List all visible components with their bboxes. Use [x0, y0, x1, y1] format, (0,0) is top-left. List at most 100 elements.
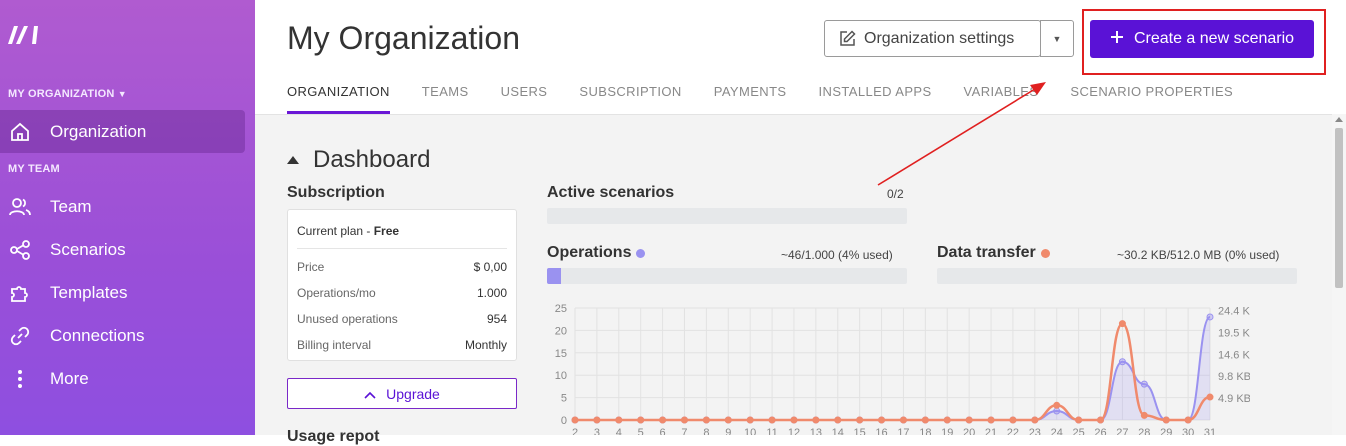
make-logo-icon[interactable]: [6, 22, 40, 48]
tab-users[interactable]: USERS: [500, 84, 548, 99]
sidebar-item-scenarios[interactable]: Scenarios: [0, 228, 245, 271]
x-tick-label: 22: [1007, 427, 1019, 435]
x-tick-label: 12: [788, 427, 800, 435]
divider: [297, 248, 507, 249]
tab-subscription[interactable]: SUBSCRIPTION: [579, 84, 682, 99]
data-transfer-point: [1009, 416, 1017, 424]
plan-row-unused-operations: Unused operations 954: [297, 312, 507, 326]
sidebar-item-connections[interactable]: Connections: [0, 314, 245, 357]
dashboard-toggle[interactable]: Dashboard: [287, 146, 430, 174]
scrollbar[interactable]: [1332, 114, 1346, 435]
team-section-label: MY TEAM: [8, 163, 60, 175]
x-tick-label: 23: [1029, 427, 1041, 435]
row-value: $ 0,00: [473, 260, 507, 274]
create-scenario-label: Create a new scenario: [1133, 30, 1295, 47]
tab-installed-apps[interactable]: INSTALLED APPS: [818, 84, 932, 99]
sidebar-item-more[interactable]: More: [0, 357, 245, 400]
create-scenario-button[interactable]: Create a new scenario: [1090, 20, 1314, 58]
data-transfer-point: [615, 416, 623, 424]
tab-organization[interactable]: ORGANIZATION: [287, 84, 390, 114]
data-transfer-point: [987, 416, 995, 424]
x-tick-label: 7: [681, 427, 687, 435]
operations-value: ~46/1.000 (4% used): [781, 248, 893, 262]
x-tick-label: 8: [703, 427, 709, 435]
x-tick-label: 29: [1160, 427, 1172, 435]
home-icon: [8, 120, 32, 144]
puzzle-icon: [8, 281, 32, 305]
link-icon: [8, 324, 32, 348]
operations-legend-dot: [636, 248, 646, 258]
data-transfer-point: [637, 416, 645, 424]
row-label: Operations/mo: [297, 286, 376, 300]
sidebar-item-label: Connections: [50, 325, 145, 345]
sidebar-item-templates[interactable]: Templates: [0, 271, 245, 314]
x-tick-label: 31: [1204, 427, 1216, 435]
data-transfer-point: [834, 416, 842, 424]
active-scenarios-label: Active scenarios: [547, 184, 675, 201]
data-transfer-label: Data transfer: [937, 244, 1036, 261]
tab-payments[interactable]: PAYMENTS: [713, 84, 787, 99]
y-tick-label-left: 0: [561, 415, 567, 427]
y-tick-label-left: 5: [561, 393, 567, 405]
settings-dropdown-button[interactable]: ▼: [1040, 20, 1074, 57]
main-panel: My Organization Organization settings ▼ …: [255, 0, 1346, 445]
data-transfer-point: [571, 416, 579, 424]
x-tick-label: 16: [875, 427, 887, 435]
usage-report-heading: Usage repot: [287, 428, 380, 445]
caret-down-icon: ▼: [1052, 33, 1062, 44]
active-scenarios-value: 0/2: [887, 187, 904, 201]
tab-scenario-properties[interactable]: SCENARIO PROPERTIES: [1070, 84, 1234, 99]
operations-point: [1053, 407, 1061, 415]
operations-point: [1118, 358, 1126, 366]
page-title: My Organization: [287, 20, 520, 56]
active-scenarios-bar: [547, 208, 907, 224]
x-tick-label: 4: [616, 427, 622, 435]
x-tick-label: 10: [744, 427, 756, 435]
x-tick-label: 2: [572, 427, 578, 435]
operations-bar: [547, 268, 907, 284]
scroll-up-icon[interactable]: [1335, 117, 1343, 122]
upgrade-button[interactable]: Upgrade: [287, 378, 517, 409]
row-label: Billing interval: [297, 338, 372, 352]
plan-row-operations: Operations/mo 1.000: [297, 286, 507, 300]
data-transfer-point: [856, 416, 864, 424]
data-transfer-point: [724, 416, 732, 424]
subscription-card: Current plan - Free Price $ 0,00 Operati…: [287, 209, 517, 361]
sidebar: MY ORGANIZATION ▼ Organization MY TEAM T…: [0, 0, 255, 435]
users-icon: [8, 195, 32, 219]
data-transfer-point: [768, 416, 776, 424]
row-value: 954: [486, 312, 507, 326]
scrollbar-thumb[interactable]: [1335, 128, 1343, 288]
org-section-label: MY ORGANIZATION: [8, 88, 115, 100]
data-transfer-point: [702, 416, 710, 424]
sidebar-item-organization[interactable]: Organization: [0, 110, 245, 153]
y-tick-label-right: 24.4 KB: [1218, 306, 1250, 318]
organization-settings-button[interactable]: Organization settings: [824, 20, 1041, 57]
sidebar-item-label: Team: [50, 196, 92, 216]
data-transfer-value: ~30.2 KB/512.0 MB (0% used): [1117, 248, 1280, 262]
organization-settings-label: Organization settings: [864, 29, 1015, 47]
data-transfer-point: [899, 416, 907, 424]
org-switcher[interactable]: MY ORGANIZATION ▼: [8, 88, 127, 100]
operations-heading: Operations: [547, 244, 646, 262]
active-scenarios-heading: Active scenarios: [547, 184, 674, 202]
row-label: Price: [297, 260, 325, 274]
data-transfer-point: [812, 416, 820, 424]
data-transfer-point: [943, 416, 951, 424]
sidebar-item-label: More: [50, 368, 89, 388]
x-tick-label: 21: [985, 427, 997, 435]
data-transfer-point: [921, 416, 929, 424]
operations-point: [1140, 380, 1148, 388]
subscription-heading: Subscription: [287, 184, 385, 201]
operations-fill: [547, 268, 562, 284]
data-transfer-point: [746, 416, 754, 424]
plus-icon: [1110, 30, 1124, 49]
current-plan: Current plan - Free: [297, 224, 399, 238]
y-tick-label-right: 14.6 KB: [1218, 350, 1250, 362]
sidebar-item-team[interactable]: Team: [0, 185, 245, 228]
tab-teams[interactable]: TEAMS: [421, 84, 469, 99]
data-transfer-point: [680, 416, 688, 424]
tab-variables[interactable]: VARIABLES: [963, 84, 1039, 99]
operations-label: Operations: [547, 244, 632, 261]
x-tick-label: 28: [1138, 427, 1150, 435]
